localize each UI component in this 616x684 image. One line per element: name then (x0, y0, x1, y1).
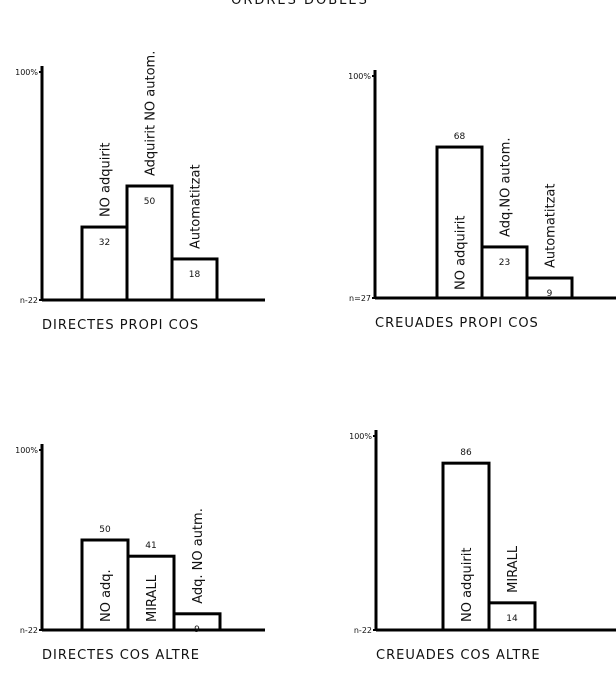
figure-title: ORDRES DOBLES (231, 0, 369, 8)
value-label: 68 (454, 132, 466, 142)
value-label: 50 (144, 197, 156, 207)
x-axis-label: DIRECTES COS ALTRE (42, 648, 200, 663)
category-label: NO adq. (99, 569, 114, 622)
category-label: Adq. NO autm. (191, 508, 206, 604)
category-label: MIRALL (145, 574, 160, 622)
bar (441, 461, 491, 632)
bar (170, 257, 219, 302)
bar (126, 554, 176, 632)
category-label: Automatitzat (544, 184, 559, 269)
value-label: 32 (99, 238, 110, 248)
value-label: 50 (99, 525, 111, 535)
y-tick-label: 100% (15, 68, 38, 77)
value-label: 9 (547, 289, 553, 299)
bar (487, 601, 537, 632)
category-label: NO adquirit (99, 143, 114, 217)
y-tick-label: 100% (349, 432, 372, 441)
category-label: Automatitzat (189, 164, 204, 249)
bar (172, 612, 222, 632)
x-axis-label: CREUADES PROPI COS (375, 316, 539, 331)
y-tick-label: 100% (348, 72, 371, 81)
x-axis-label: CREUADES COS ALTRE (376, 648, 541, 663)
value-label: 41 (145, 541, 156, 551)
category-label: Adquirit NO autom. (144, 51, 159, 176)
value-label: 9 (194, 625, 200, 635)
value-label: 14 (506, 614, 518, 624)
x-axis-label: DIRECTES PROPI COS (42, 318, 199, 333)
category-label: MIRALL (506, 545, 521, 593)
value-label: 18 (189, 270, 201, 280)
y-tick-label: n-22 (354, 626, 372, 635)
y-tick-label: n-22 (20, 626, 38, 635)
bar (80, 538, 130, 632)
category-label: NO adquirit (460, 548, 475, 622)
y-tick-label: 100% (15, 446, 38, 455)
bar (125, 184, 174, 302)
value-label: 23 (499, 258, 510, 268)
y-tick-label: n-22 (20, 296, 38, 305)
bar (525, 276, 574, 300)
category-label: NO adquirit (454, 216, 469, 290)
category-label: Adq.NO autom. (499, 137, 514, 236)
bar (80, 225, 129, 302)
y-tick-label: n=27 (349, 294, 371, 303)
bar (435, 145, 484, 300)
bar (480, 245, 529, 300)
value-label: 86 (460, 448, 472, 458)
